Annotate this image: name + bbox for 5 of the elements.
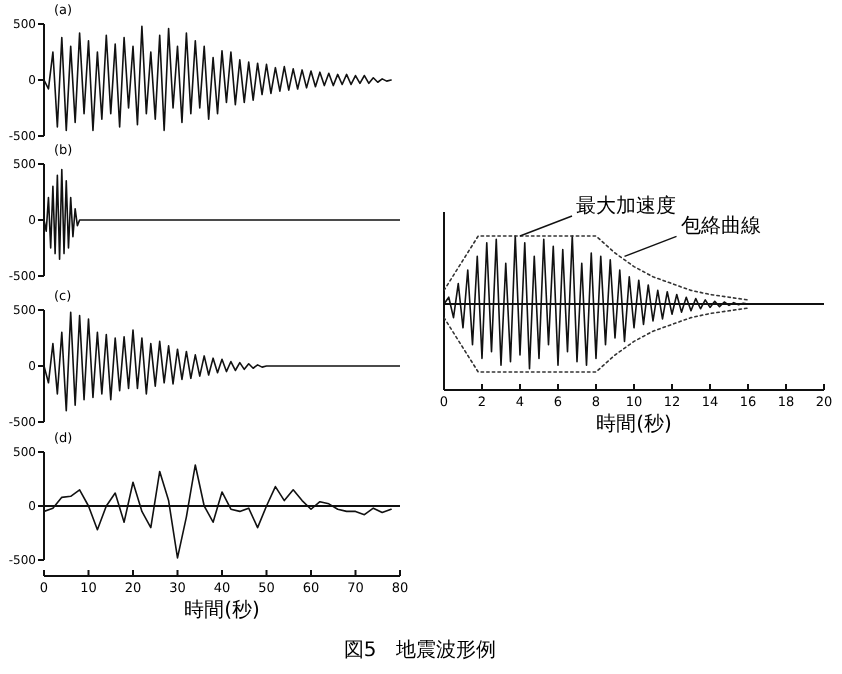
x-axis-title: 時間(秒) — [184, 598, 260, 622]
x-axis-title: 時間(秒) — [596, 412, 672, 436]
annotation: 最大加速度 — [576, 194, 676, 218]
caption: 図5 地震波形例 — [343, 638, 497, 662]
annotation: 包絡曲線 — [680, 214, 761, 239]
